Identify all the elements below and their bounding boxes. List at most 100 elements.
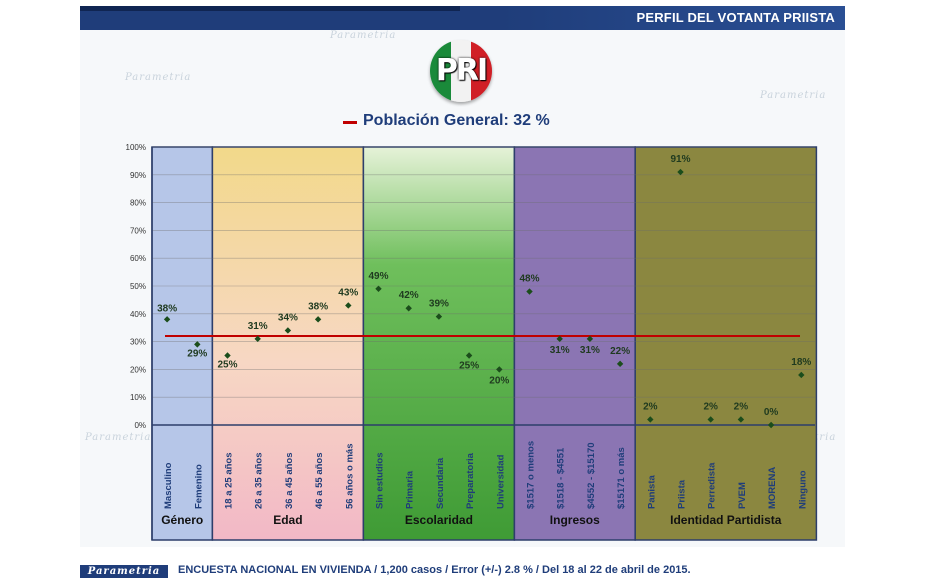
data-label: 34% (278, 312, 298, 323)
data-label: 31% (550, 345, 570, 356)
group-label: Ingresos (550, 513, 600, 527)
y-tick-label: 10% (130, 393, 146, 402)
category-label: 18 a 25 años (224, 452, 235, 509)
page-title: PERFIL DEL VOTANTA PRIISTA (636, 10, 835, 25)
data-point (284, 327, 292, 334)
data-label: 42% (399, 290, 419, 301)
category-label: 36 a 45 años (284, 452, 295, 509)
data-point (254, 335, 261, 343)
data-label: 48% (519, 274, 539, 285)
category-label: Preparatoria (465, 452, 476, 509)
data-label: 22% (610, 346, 630, 357)
data-label: 38% (157, 303, 177, 314)
data-point (224, 352, 231, 359)
y-tick-label: 70% (130, 226, 146, 235)
category-label: Panista (646, 474, 657, 509)
category-label: Priista (677, 479, 688, 509)
group-panel-2 (362, 146, 516, 541)
category-label: MORENA (767, 467, 778, 509)
data-point (496, 366, 503, 373)
data-point (163, 316, 171, 323)
watermark-text: Parametria (760, 90, 827, 101)
data-label: 29% (187, 348, 207, 359)
data-point (798, 371, 805, 379)
category-label: PVEM (737, 482, 748, 509)
y-tick-label: 60% (130, 254, 146, 263)
category-label: $1517 o menos (526, 441, 537, 509)
legend-line-swatch (343, 121, 357, 124)
data-label: 49% (368, 271, 388, 282)
category-label: Secundaria (435, 457, 446, 509)
watermark-text: Parametria (330, 30, 397, 41)
group-panel-0 (151, 146, 214, 541)
data-point (345, 302, 352, 309)
data-point (556, 335, 563, 343)
category-label: $4552 - $15170 (586, 442, 597, 509)
data-label: 25% (459, 361, 479, 372)
data-label: 2% (734, 401, 749, 412)
y-tick-label: 0% (134, 421, 146, 430)
pri-logo: PRI (430, 40, 492, 102)
data-label: 2% (703, 401, 718, 412)
category-label: Sin estudios (375, 453, 386, 509)
group-label: Edad (273, 513, 302, 527)
data-label: 18% (791, 357, 811, 368)
category-label: 46 a 55 años (314, 452, 325, 509)
data-point (465, 352, 473, 359)
data-point (616, 360, 624, 368)
data-label: 39% (429, 299, 449, 310)
data-point (314, 316, 322, 323)
category-label: 56 años o más (344, 444, 355, 509)
category-label: Femenino (193, 464, 204, 509)
data-label: 0% (764, 407, 779, 418)
y-tick-label: 50% (130, 282, 146, 291)
category-label: Ninguno (797, 470, 808, 509)
header-stripe (80, 6, 460, 11)
logo-white-band (451, 40, 471, 102)
data-label: 91% (670, 154, 690, 165)
category-label: Universidad (495, 454, 506, 509)
data-point (647, 416, 654, 423)
group-panel-4 (634, 146, 818, 541)
data-point (194, 341, 201, 348)
data-label: 31% (580, 345, 600, 356)
watermark-text: Parametria (125, 72, 192, 83)
header-bar: PERFIL DEL VOTANTA PRIISTA (80, 6, 845, 30)
data-label: 25% (217, 360, 237, 371)
footer-brand: Parametria (80, 565, 168, 578)
group-label: Identidad Partidista (670, 513, 782, 527)
data-point (375, 285, 382, 292)
category-label: Masculino (163, 462, 174, 509)
category-label: 26 a 35 años (254, 452, 265, 509)
data-label: 38% (308, 301, 328, 312)
logo-green-band (430, 40, 451, 102)
group-panel-3 (513, 146, 636, 541)
data-label: 20% (489, 375, 509, 386)
data-point (707, 416, 714, 423)
data-point (405, 305, 412, 312)
footer-note: ENCUESTA NACIONAL EN VIVIENDA / 1,200 ca… (178, 564, 691, 576)
y-tick-label: 20% (130, 365, 146, 374)
data-label: 31% (248, 321, 268, 332)
data-label: 43% (338, 287, 358, 298)
category-label: Primaria (405, 470, 416, 509)
logo-text: PRI (435, 53, 488, 88)
data-point (737, 416, 745, 423)
data-point (435, 313, 443, 320)
data-point (677, 168, 684, 176)
data-point (526, 288, 533, 295)
y-tick-label: 90% (130, 171, 146, 180)
category-label: Perredista (707, 462, 718, 509)
y-tick-label: 80% (130, 199, 146, 208)
group-label: Escolaridad (405, 513, 473, 527)
logo-red-band (471, 40, 492, 102)
watermark-text: Parametria (85, 432, 152, 443)
y-tick-label: 100% (126, 143, 146, 152)
data-point (586, 335, 594, 343)
data-point (767, 421, 775, 429)
y-tick-label: 40% (130, 310, 146, 319)
y-tick-label: 30% (130, 338, 146, 347)
category-label: $15171 o más (616, 447, 627, 509)
legend-label: Población General: 32 % (363, 112, 550, 129)
